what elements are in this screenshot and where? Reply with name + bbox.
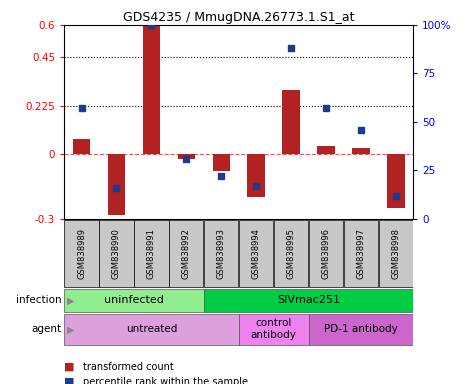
Bar	[387, 154, 405, 208]
Bar	[309, 220, 343, 287]
Text: GSM838998: GSM838998	[391, 228, 400, 279]
Text: GSM838994: GSM838994	[252, 228, 261, 279]
Text: PD-1 antibody: PD-1 antibody	[324, 324, 398, 334]
Bar	[317, 146, 335, 154]
Text: GSM838992: GSM838992	[182, 228, 191, 279]
Text: ■: ■	[64, 362, 75, 372]
Text: GSM838995: GSM838995	[286, 228, 295, 279]
Text: infection: infection	[16, 295, 62, 306]
Text: GSM838997: GSM838997	[356, 228, 365, 279]
Text: GSM838996: GSM838996	[322, 228, 331, 279]
Title: GDS4235 / MmugDNA.26773.1.S1_at: GDS4235 / MmugDNA.26773.1.S1_at	[123, 11, 354, 24]
Text: GSM838990: GSM838990	[112, 228, 121, 279]
Bar	[204, 289, 413, 312]
Bar	[169, 220, 203, 287]
Text: ■: ■	[64, 377, 75, 384]
Bar	[379, 220, 413, 287]
Bar	[134, 220, 169, 287]
Text: transformed count: transformed count	[83, 362, 174, 372]
Bar	[239, 220, 273, 287]
Text: ▶: ▶	[66, 324, 74, 334]
Bar	[247, 154, 265, 197]
Bar	[212, 154, 230, 172]
Bar	[64, 289, 204, 312]
Bar	[108, 154, 125, 215]
Text: SIVmac251: SIVmac251	[277, 295, 340, 306]
Bar	[282, 89, 300, 154]
Text: uninfected: uninfected	[104, 295, 164, 306]
Bar	[344, 220, 378, 287]
Text: agent: agent	[32, 324, 62, 334]
Text: GSM838991: GSM838991	[147, 228, 156, 279]
Bar	[238, 314, 309, 345]
Bar	[274, 220, 308, 287]
Bar	[352, 148, 370, 154]
Bar	[99, 220, 133, 287]
Bar	[64, 314, 238, 345]
Bar	[73, 139, 90, 154]
Bar	[309, 314, 413, 345]
Text: untreated: untreated	[126, 324, 177, 334]
Bar	[65, 220, 99, 287]
Text: percentile rank within the sample: percentile rank within the sample	[83, 377, 248, 384]
Text: GSM838993: GSM838993	[217, 228, 226, 279]
Bar	[142, 25, 160, 154]
Text: GSM838989: GSM838989	[77, 228, 86, 279]
Text: control
antibody: control antibody	[251, 318, 296, 340]
Text: ▶: ▶	[66, 295, 74, 306]
Bar	[204, 220, 238, 287]
Bar	[178, 154, 195, 159]
